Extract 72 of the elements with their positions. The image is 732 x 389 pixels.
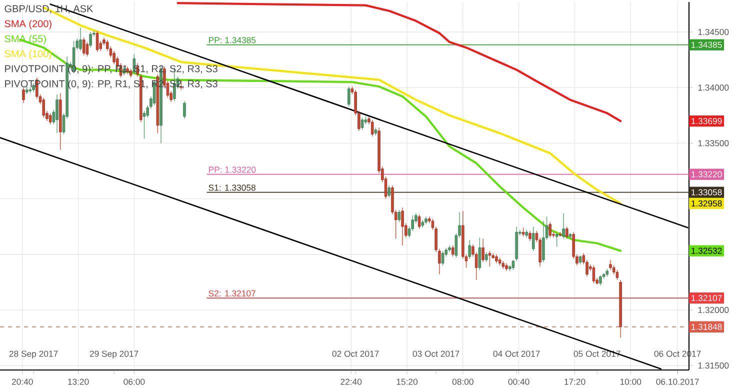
candlestick	[441, 250, 444, 266]
annotation: 1.32532	[692, 248, 722, 254]
x-tick-label: 13:20	[68, 378, 89, 385]
x2-tick-label: 28 Sep 2017	[9, 350, 58, 359]
candlestick	[89, 32, 92, 48]
candlestick	[528, 230, 532, 242]
annotation: 1.33058	[692, 189, 722, 196]
x-tick-label: 15:20	[396, 378, 418, 385]
x2-tick-label: 04 Oct 2017	[493, 350, 540, 357]
candlestick	[96, 30, 99, 52]
text: SMA (200)	[4, 20, 52, 30]
candlestick	[42, 97, 45, 118]
candlestick	[542, 220, 545, 262]
candlestick	[360, 117, 364, 130]
candlestick	[370, 120, 374, 137]
annotation: 1.32958	[692, 200, 722, 207]
candlestick	[555, 232, 558, 247]
x-tick-label: 17:20	[564, 378, 586, 385]
candlestick	[592, 265, 596, 284]
candlestick	[488, 250, 492, 267]
candlestick	[478, 237, 482, 270]
candlestick	[56, 94, 58, 134]
x2-tick-label: 03 Oct 2017	[412, 350, 460, 357]
x2-tick-label: 02 Oct 2017	[332, 350, 379, 357]
candlestick	[418, 214, 421, 230]
candlestick	[347, 86, 350, 107]
y-tick-label: 1.34000	[698, 84, 729, 91]
annotation: 1.32107	[692, 294, 722, 302]
candlestick	[512, 260, 515, 270]
ref-line-label: PP: 1.34385	[209, 37, 256, 44]
candlestick	[79, 27, 82, 52]
annotation: 1.33220	[692, 171, 722, 178]
candlestick	[132, 54, 136, 75]
candlestick	[401, 207, 404, 246]
candlestick	[562, 212, 565, 240]
candlestick	[548, 222, 552, 238]
x2-tick-label: 29 Sep 2017	[90, 350, 138, 359]
annotation: 1.31848	[692, 324, 722, 330]
candlestick	[532, 226, 535, 252]
candlestick	[86, 42, 89, 57]
x-tick-label: 08:00	[452, 378, 474, 385]
candlestick	[112, 50, 116, 65]
x-tick-label: 20:40	[12, 378, 33, 385]
candlestick	[183, 100, 186, 120]
x-tick-label: 00:40	[508, 378, 530, 385]
x-tick-label: 06.10.2017	[656, 378, 699, 385]
candlestick	[468, 240, 471, 260]
candlestick	[609, 260, 612, 270]
candlestick	[388, 185, 390, 198]
x-tick-label: 22:40	[340, 378, 362, 385]
y-tick-label: 1.34500	[698, 28, 729, 36]
ref-line-label: PP: 1.33220	[209, 166, 256, 173]
candlestick	[616, 270, 619, 280]
y-tick-label: 1.33500	[698, 140, 729, 146]
ref-line-label: S2: 1.32107	[208, 290, 256, 296]
annotation: 1.33699	[692, 118, 722, 124]
text: SMA (100)	[4, 50, 52, 60]
candlestick	[82, 37, 86, 56]
candlestick	[482, 238, 484, 262]
candlestick	[599, 275, 602, 286]
candlestick	[398, 210, 401, 222]
candlestick	[22, 87, 25, 104]
y-tick-label: 1.32000	[698, 306, 729, 314]
x-tick-label: 10:00	[620, 378, 642, 385]
candlestick	[48, 112, 52, 125]
x-tick-label: 06:00	[124, 378, 145, 385]
annotation: 1.34385	[692, 42, 722, 48]
ref-line-label: S1: 1.33058	[208, 184, 256, 191]
y-tick-label: 1.31500	[698, 362, 729, 369]
candlestick	[485, 252, 488, 262]
candlestick	[451, 245, 454, 257]
candlestick	[566, 226, 568, 240]
